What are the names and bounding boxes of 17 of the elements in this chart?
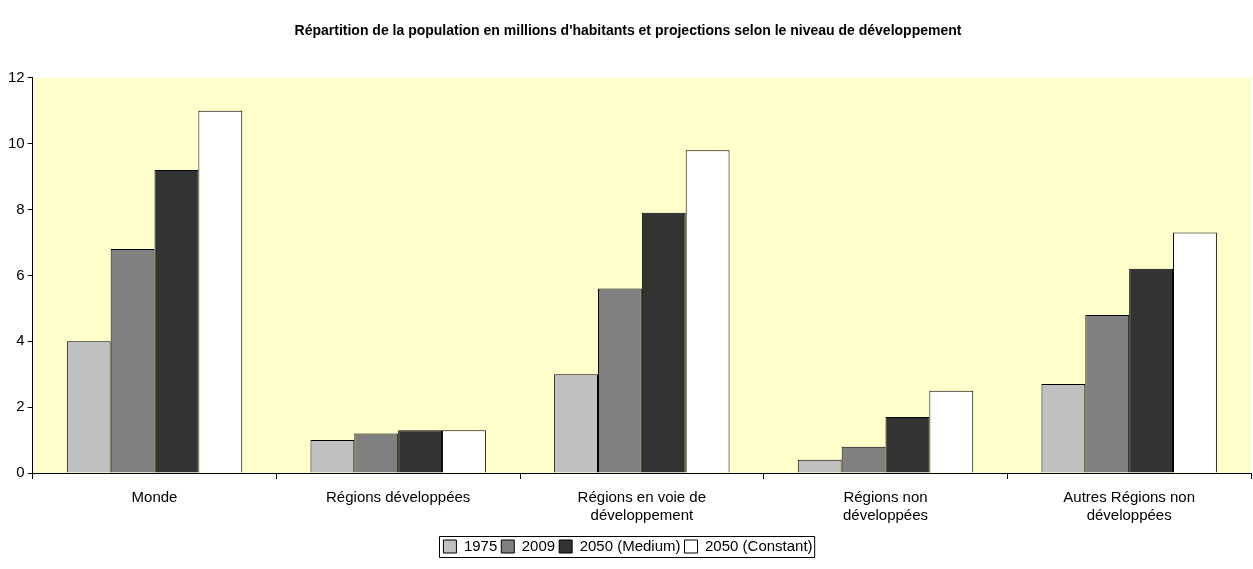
legend-label: 1975	[463, 536, 498, 554]
y-tick-label: 10	[8, 133, 25, 151]
x-tick-label: Régions en voie de développement	[577, 488, 707, 524]
y-tick-label: 12	[8, 67, 25, 85]
legend-label: 2050 (Constant)	[705, 536, 813, 554]
x-tick-label: Monde	[131, 488, 178, 506]
x-tick-label: Régions non développées	[842, 488, 929, 524]
x-tick-label: Autres Régions non développées	[1063, 488, 1196, 524]
legend-label: 2009	[521, 536, 556, 554]
chart-title: Répartition de la population en millions d'habitants et projections selon le niveau de développement	[294, 22, 962, 39]
y-tick-label: 6	[16, 265, 25, 283]
y-tick-label: 0	[16, 463, 25, 481]
x-tick-label: Régions développées	[326, 488, 471, 506]
y-tick-label: 8	[16, 199, 25, 217]
legend-label: 2050 (Medium)	[579, 536, 681, 554]
y-tick-label: 4	[16, 331, 25, 349]
y-tick-label: 2	[16, 397, 25, 415]
